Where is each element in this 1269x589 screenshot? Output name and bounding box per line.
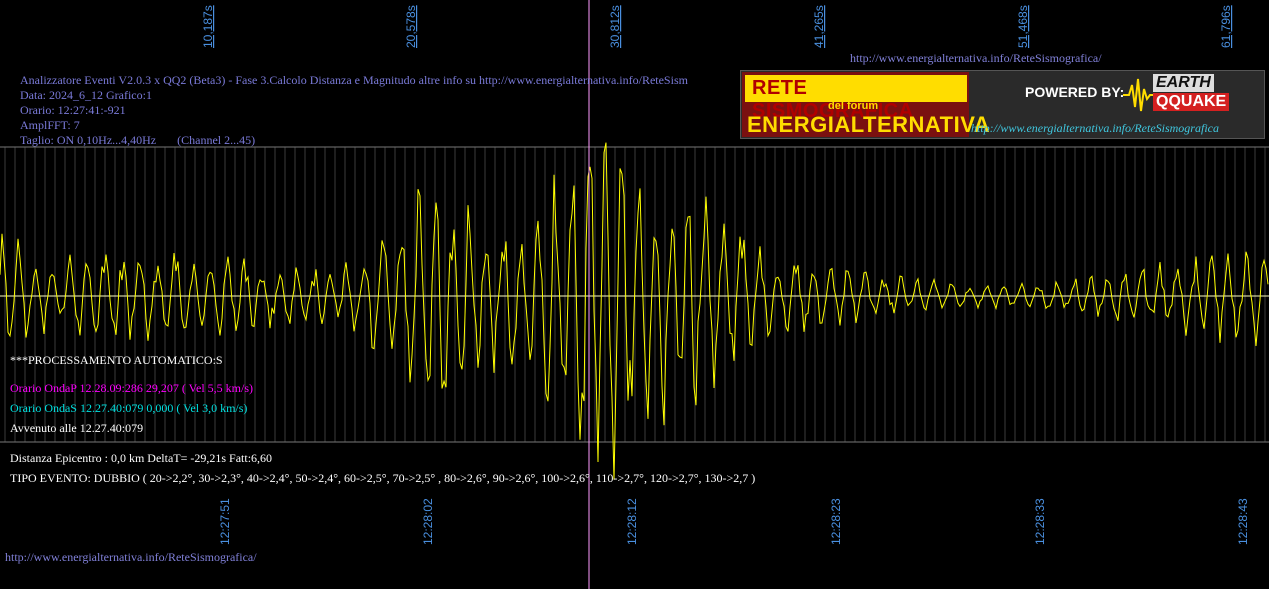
banner-forum-label: del forum — [828, 100, 879, 112]
banner-logo-panel: RETE SISMOGRAFICA del forum ENERGIALTERN… — [742, 72, 990, 137]
header-url-link[interactable]: http://www.energialternativa.info/ReteSi… — [850, 51, 1102, 65]
bottom-tick-label: 12:28:33 — [1033, 498, 1047, 545]
bottom-tick-label: 12:28:43 — [1236, 498, 1250, 545]
top-time-axis: 10,187s 20,578s 30,812s 41,265s 51,468s … — [201, 5, 1233, 48]
processing-title: ***PROCESSAMENTO AUTOMATICO:S — [10, 353, 223, 367]
bottom-time-axis: 12:27:51 12:28:02 12:28:12 12:28:23 12:2… — [218, 498, 1250, 545]
bottom-tick-label: 12:28:12 — [625, 498, 639, 545]
top-tick-label: 61,796s — [1219, 5, 1233, 48]
top-tick-label: 51,468s — [1016, 5, 1030, 48]
banner-subtitle: ENERGIALTERNATIVA — [747, 112, 991, 137]
seismic-trace — [0, 142, 1269, 480]
fft-amplitude-info: AmplFFT: 7 — [20, 118, 80, 132]
analyzer-title: Analizzatore Eventi V2.0.3 x QQ2 (Beta3)… — [20, 73, 688, 87]
powered-by-label: POWERED BY: — [1025, 84, 1125, 100]
filter-info: Taglio: ON 0,10Hz...4,40Hz (Channel 2...… — [20, 133, 256, 147]
earth-logo-text: EARTH — [1153, 74, 1214, 92]
event-type: TIPO EVENTO: DUBBIO ( 20->2,2°, 30->2,3°… — [10, 471, 756, 485]
time-info: Orario: 12:27:41:-921 — [20, 103, 126, 117]
s-wave-time: Orario OndaS 12.27.40:079 0,000 ( Vel 3,… — [10, 401, 248, 415]
date-info: Data: 2024_6_12 Grafico:1 — [20, 88, 152, 102]
bottom-tick-label: 12:28:23 — [829, 498, 843, 545]
top-tick-label: 10,187s — [201, 5, 215, 48]
banner-title-strip — [745, 75, 967, 102]
rete-sismografica-banner[interactable]: RETE SISMOGRAFICA del forum ENERGIALTERN… — [740, 70, 1265, 139]
footer-url-link[interactable]: http://www.energialternativa.info/ReteSi… — [5, 550, 257, 564]
event-occurred-time: Avvenuto alle 12.27.40:079 — [10, 421, 144, 435]
top-tick-label: 20,578s — [404, 5, 418, 48]
banner-title: RETE SISMOGRAFICA — [752, 77, 914, 122]
top-tick-label: 41,265s — [812, 5, 826, 48]
p-wave-time: Orario OndaP 12.28.09:286 29,207 ( Vel 5… — [10, 381, 253, 395]
bottom-tick-label: 12:28:02 — [421, 498, 435, 545]
top-tick-label: 30,812s — [608, 5, 622, 48]
epicenter-distance: Distanza Epicentro : 0,0 km DeltaT= -29,… — [10, 451, 273, 465]
qquake-logo-text: QQUAKE — [1153, 93, 1230, 111]
seismograph-wave-icon — [1123, 78, 1153, 112]
banner-url-link[interactable]: http://www.energialternativa.info/ReteSi… — [971, 121, 1219, 135]
vertical-grid — [4, 147, 1266, 442]
bottom-tick-label: 12:27:51 — [218, 498, 232, 545]
